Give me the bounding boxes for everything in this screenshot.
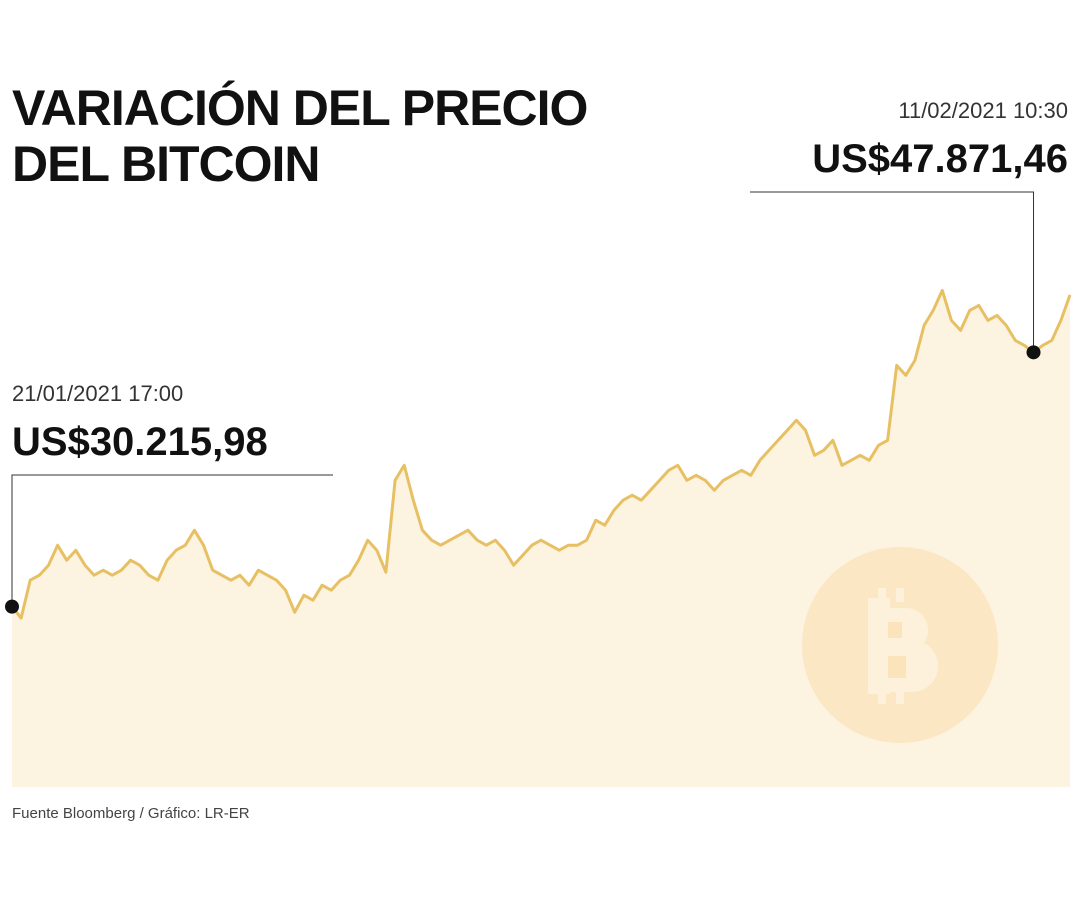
date-label: 21/01/2021 17:00 <box>12 381 183 406</box>
leader-line <box>750 191 1035 353</box>
value-label: US$30.215,98 <box>12 420 268 464</box>
chart-title: VARIACIÓN DEL PRECIO DEL BITCOIN <box>12 80 588 192</box>
value-label: US$47.871,46 <box>812 137 1068 181</box>
source: Fuente Bloomberg / Gráfico: LR-ER <box>12 805 250 822</box>
point-marker <box>1026 345 1041 360</box>
line <box>10 288 1072 620</box>
point-marker <box>5 599 19 614</box>
bitcoin-icon <box>802 547 998 743</box>
date-label: 11/02/2021 10:30 <box>898 98 1068 123</box>
leader-line <box>11 474 333 607</box>
